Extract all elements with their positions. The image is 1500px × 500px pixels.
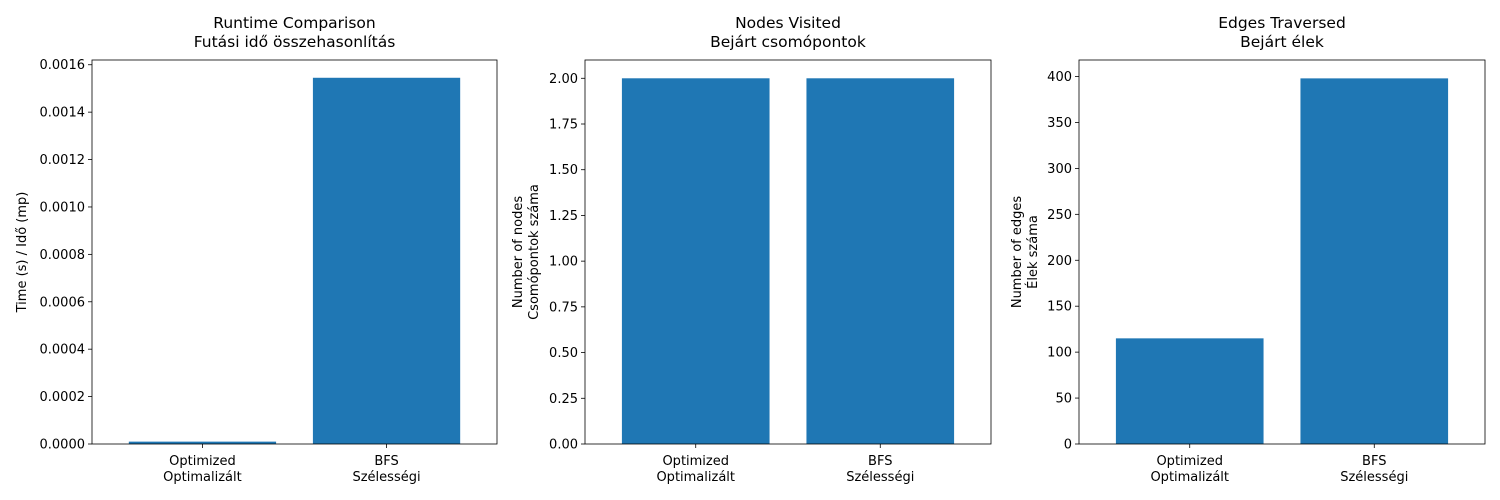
plot-frame (584, 59, 992, 445)
y-axis-label: Csomópontok száma (527, 184, 542, 320)
x-tick-label: Optimalizált (1150, 470, 1229, 485)
y-tick-label: 0.0002 (40, 390, 86, 405)
y-tick-label: 0 (1064, 438, 1072, 453)
y-tick-label: 150 (1047, 300, 1072, 315)
y-tick-label: 200 (1047, 254, 1072, 269)
y-axis-label: Number of nodes (511, 196, 526, 308)
y-tick-label: 350 (1047, 116, 1072, 131)
bar-1 (1115, 338, 1264, 444)
plot-frame (1078, 59, 1486, 445)
bar-2 (806, 78, 955, 444)
y-tick-label: 0.75 (549, 300, 578, 315)
y-tick-label: 0.0000 (40, 438, 86, 453)
y-tick-label: 0.00 (549, 438, 578, 453)
chart-title: Bejárt csomópontok (710, 33, 866, 51)
y-tick-label: 1.50 (549, 163, 578, 178)
y-tick-label: 0.0010 (40, 200, 86, 215)
y-tick-label: 400 (1047, 70, 1072, 85)
y-axis-label: Number of edges (1010, 196, 1025, 309)
y-tick-label: 1.00 (549, 255, 578, 270)
y-tick-label: 0.50 (549, 346, 578, 361)
y-tick-label: 1.75 (549, 118, 578, 133)
x-tick-label: Optimalizált (163, 470, 242, 485)
x-tick-label: BFS (868, 454, 892, 469)
y-tick-label: 50 (1055, 392, 1072, 407)
y-tick-label: 0.0012 (40, 153, 86, 168)
y-tick-label: 0.0008 (40, 248, 86, 263)
x-tick-label: Szélességi (846, 470, 914, 485)
chart-title: Edges Traversed (1218, 14, 1346, 32)
y-tick-label: 0.0016 (40, 58, 86, 73)
x-tick-label: BFS (374, 454, 398, 469)
chart-title: Nodes Visited (735, 14, 841, 32)
x-tick-label: Optimized (662, 454, 729, 469)
chart-title: Runtime Comparison (213, 14, 375, 32)
x-tick-label: Szélességi (1340, 470, 1408, 485)
x-tick-label: Szélességi (352, 470, 420, 485)
bar-1 (128, 441, 277, 444)
x-tick-label: BFS (1362, 454, 1386, 469)
y-tick-label: 100 (1047, 346, 1072, 361)
y-tick-label: 0.0014 (40, 106, 86, 121)
x-tick-label: Optimalizált (656, 470, 735, 485)
y-tick-label: 250 (1047, 208, 1072, 223)
bar-1 (621, 78, 770, 444)
y-tick-label: 0.0006 (40, 295, 86, 310)
y-axis-label: Time (s) / Idő (mp) (15, 192, 30, 314)
y-axis-label: Élek száma (1025, 215, 1041, 289)
chart-title: Bejárt élek (1240, 33, 1324, 51)
y-tick-label: 0.25 (549, 392, 578, 407)
bar-2 (312, 77, 461, 444)
x-tick-label: Optimized (169, 454, 236, 469)
x-tick-label: Optimized (1156, 454, 1223, 469)
y-tick-label: 0.0004 (40, 343, 86, 358)
y-tick-label: 300 (1047, 162, 1072, 177)
chart-title: Futási idő összehasonlítás (194, 33, 396, 51)
plot-frame (91, 59, 498, 445)
y-tick-label: 2.00 (549, 72, 578, 87)
y-tick-label: 1.25 (549, 209, 578, 224)
bar-2 (1300, 78, 1449, 445)
